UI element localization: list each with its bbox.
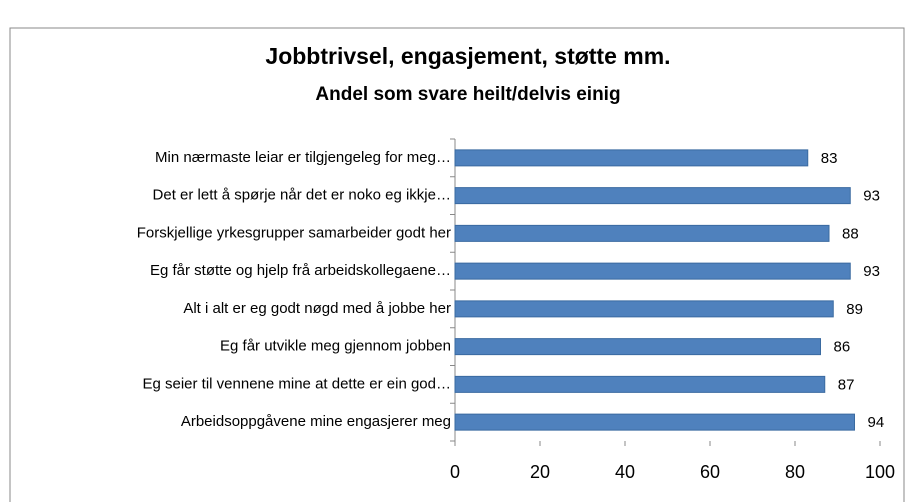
- x-tick-label: 0: [450, 462, 460, 482]
- bar: [454, 187, 851, 205]
- y-tick-label: Det er lett å spørje når det er noko eg …: [153, 187, 451, 204]
- x-tick-label: 60: [700, 462, 720, 482]
- data-label: 87: [838, 376, 855, 393]
- x-tick-label: 80: [785, 462, 805, 482]
- y-tick-label: Arbeidsoppgåvene mine engasjerer meg: [181, 413, 451, 430]
- data-label: 94: [868, 414, 885, 431]
- y-tick-label: Min nærmaste leiar er tilgjengeleg for m…: [155, 149, 451, 166]
- data-label: 88: [842, 225, 859, 242]
- bar: [454, 149, 809, 167]
- y-tick-label: Eg får støtte og hjelp frå arbeidskolleg…: [150, 262, 451, 279]
- bar: [454, 262, 851, 280]
- y-tick-label: Alt i alt er eg godt nøgd med å jobbe he…: [183, 300, 451, 317]
- data-label: 86: [834, 339, 851, 356]
- data-label: 83: [821, 150, 838, 167]
- bar: [454, 413, 855, 431]
- chart-title: Jobbtrivsel, engasjement, støtte mm.: [265, 43, 670, 69]
- x-tick-label: 100: [865, 462, 895, 482]
- bar: [454, 224, 830, 242]
- data-label: 93: [863, 188, 880, 205]
- data-label: 89: [846, 301, 863, 318]
- data-label: 93: [863, 263, 880, 280]
- bar: [454, 375, 826, 393]
- y-tick-label: Eg får utvikle meg gjennom jobben: [220, 338, 451, 355]
- bar: [454, 300, 834, 318]
- x-tick-label: 40: [615, 462, 635, 482]
- chart-subtitle: Andel som svare heilt/delvis einig: [315, 84, 620, 105]
- bar: [454, 338, 821, 356]
- y-tick-label: Eg seier til vennene mine at dette er ei…: [142, 375, 451, 392]
- x-tick-label: 20: [530, 462, 550, 482]
- y-tick-label: Forskjellige yrkesgrupper samarbeider go…: [137, 224, 451, 241]
